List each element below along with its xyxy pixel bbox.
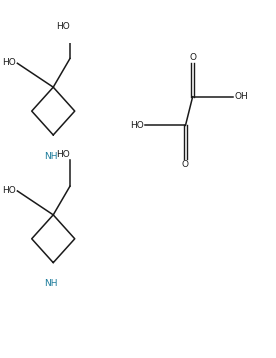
Text: HO: HO xyxy=(130,121,144,130)
Text: HO: HO xyxy=(2,186,16,195)
Text: O: O xyxy=(189,53,196,62)
Text: HO: HO xyxy=(56,22,70,31)
Text: HO: HO xyxy=(56,150,70,159)
Text: O: O xyxy=(182,160,189,169)
Text: HO: HO xyxy=(2,58,16,67)
Text: OH: OH xyxy=(234,92,248,101)
Text: NH: NH xyxy=(44,279,58,289)
Text: NH: NH xyxy=(44,152,58,161)
